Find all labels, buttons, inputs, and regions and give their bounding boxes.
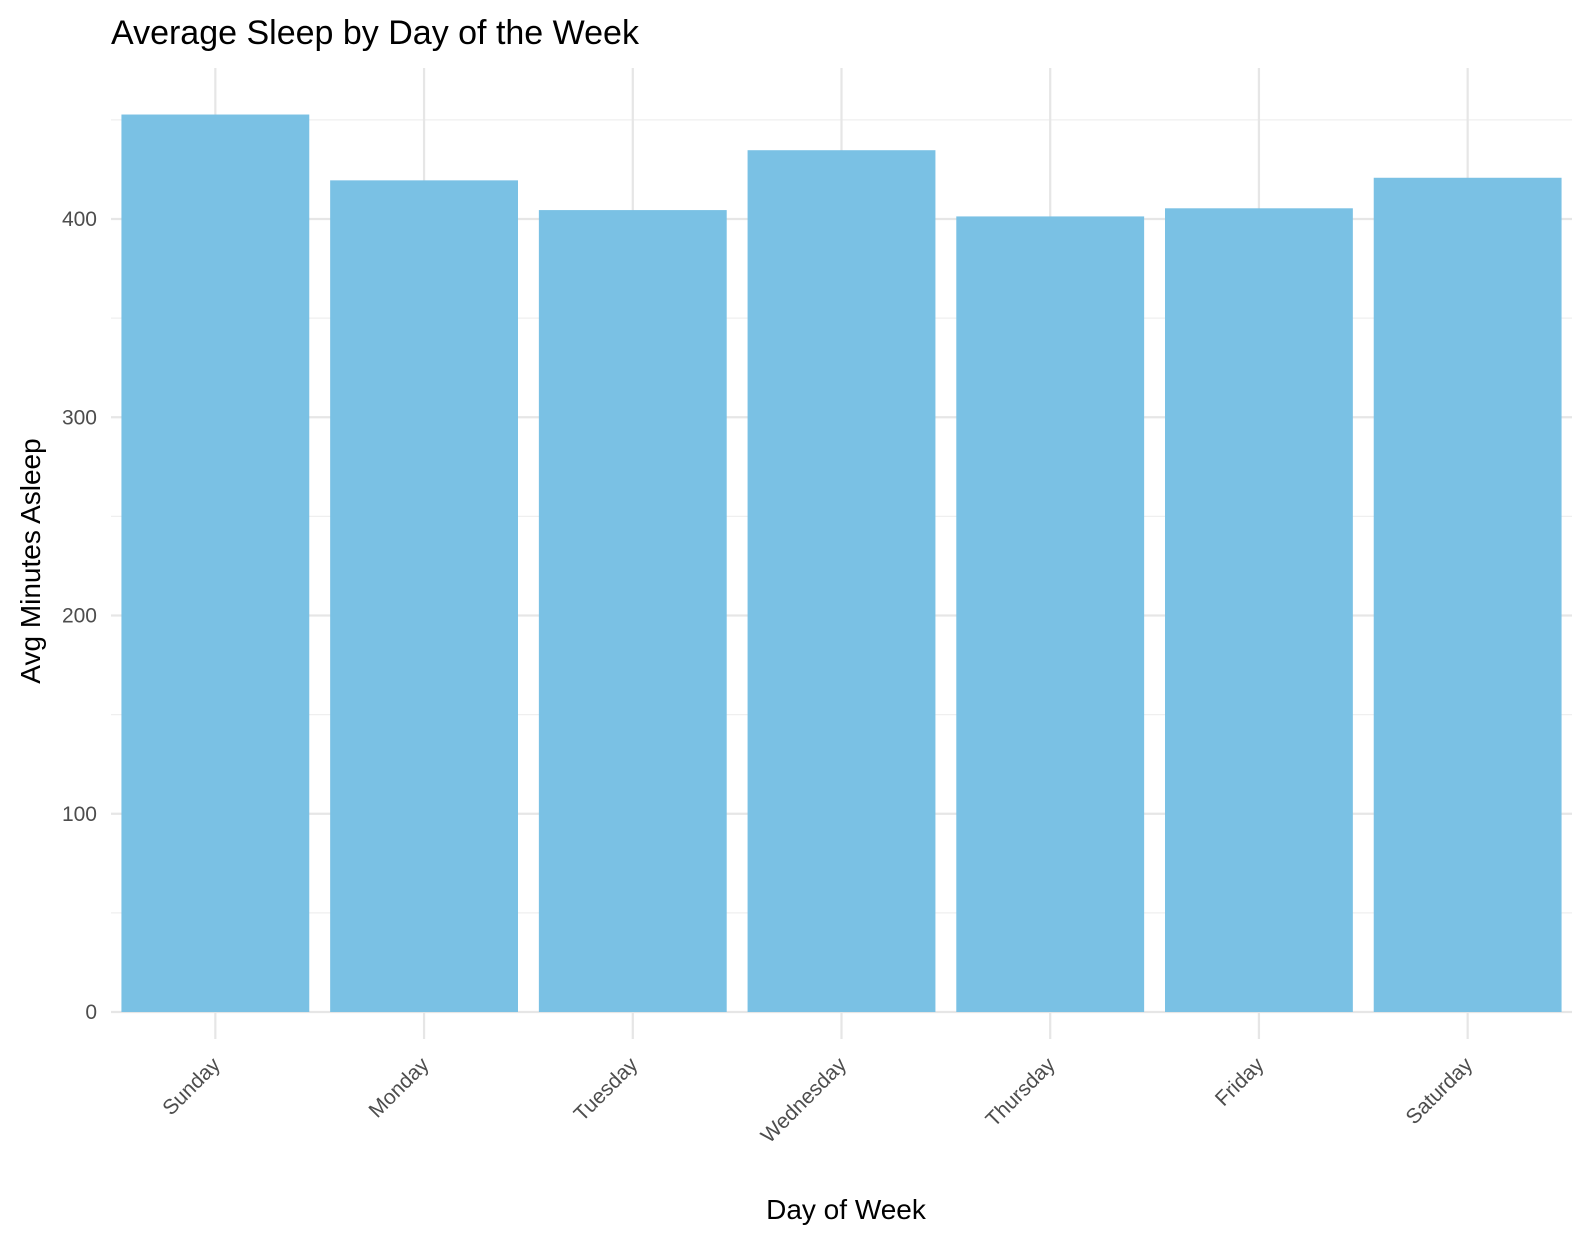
bar-sunday <box>121 114 310 1013</box>
bar-thursday <box>956 216 1145 1013</box>
x-tick-label: Saturday <box>1401 1053 1477 1129</box>
bar-saturday <box>1373 177 1562 1012</box>
bar-monday <box>330 180 518 1012</box>
x-tick-label: Monday <box>365 1053 434 1122</box>
x-axis-ticks: Sunday Monday Tuesday Wednesday Thursday Frid… <box>158 1053 1477 1148</box>
y-tick-label: 100 <box>62 803 97 826</box>
x-tick-label: Tuesday <box>570 1053 643 1126</box>
bars <box>121 114 1562 1013</box>
y-tick-label: 400 <box>62 208 97 231</box>
y-tick-label: 200 <box>62 605 97 628</box>
bar-wednesday <box>747 150 936 1012</box>
x-tick-label: Friday <box>1211 1053 1269 1111</box>
y-axis-ticks: 0 100 200 300 400 <box>62 208 97 1024</box>
x-tick-label: Wednesday <box>757 1053 852 1148</box>
y-tick-label: 300 <box>62 406 97 429</box>
x-tick-label: Thursday <box>982 1053 1061 1132</box>
chart-title: Average Sleep by Day of the Week <box>111 14 640 52</box>
bar-tuesday <box>538 210 727 1013</box>
x-axis-title: Day of Week <box>766 1194 927 1225</box>
y-axis-title: Avg Minutes Asleep <box>15 438 46 683</box>
bar-friday <box>1165 208 1353 1012</box>
x-tick-label: Sunday <box>158 1053 225 1120</box>
y-tick-label: 0 <box>85 1001 97 1024</box>
